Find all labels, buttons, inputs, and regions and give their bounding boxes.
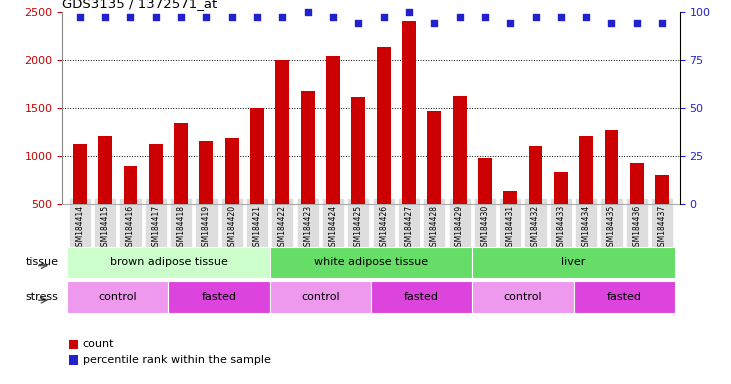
Point bbox=[276, 14, 288, 20]
Point bbox=[580, 14, 592, 20]
Point bbox=[504, 20, 516, 26]
Bar bbox=[73, 144, 87, 252]
Text: fasted: fasted bbox=[202, 292, 237, 302]
Text: fasted: fasted bbox=[404, 292, 439, 302]
Text: percentile rank within the sample: percentile rank within the sample bbox=[83, 355, 270, 365]
Bar bbox=[270, 247, 472, 278]
Point bbox=[555, 14, 567, 20]
Point bbox=[200, 14, 212, 20]
Point bbox=[327, 14, 339, 20]
Bar bbox=[529, 146, 542, 252]
Bar bbox=[503, 191, 517, 252]
Point bbox=[656, 20, 668, 26]
Bar bbox=[225, 138, 239, 252]
Point bbox=[99, 14, 111, 20]
Text: control: control bbox=[99, 292, 137, 302]
Point bbox=[352, 20, 364, 26]
Bar bbox=[352, 97, 366, 252]
Bar bbox=[250, 108, 264, 252]
Bar bbox=[67, 247, 270, 278]
Bar bbox=[478, 158, 492, 252]
Bar bbox=[428, 111, 442, 252]
Point bbox=[605, 20, 617, 26]
Bar bbox=[326, 56, 340, 252]
Text: GDS3135 / 1372571_at: GDS3135 / 1372571_at bbox=[62, 0, 217, 10]
Bar bbox=[124, 166, 137, 252]
Point bbox=[454, 14, 466, 20]
Point bbox=[125, 14, 137, 20]
Text: fasted: fasted bbox=[607, 292, 642, 302]
Point bbox=[631, 20, 643, 26]
Bar bbox=[270, 281, 371, 313]
Bar bbox=[200, 141, 213, 252]
Bar bbox=[371, 281, 472, 313]
Text: stress: stress bbox=[26, 292, 58, 302]
Point bbox=[175, 14, 187, 20]
Point bbox=[428, 20, 440, 26]
Bar bbox=[452, 96, 466, 252]
Bar bbox=[579, 136, 593, 252]
Bar bbox=[554, 172, 568, 252]
Point bbox=[479, 14, 491, 20]
Text: count: count bbox=[83, 339, 114, 349]
Point bbox=[378, 14, 390, 20]
Bar bbox=[402, 21, 416, 252]
Text: liver: liver bbox=[561, 257, 586, 268]
Point bbox=[403, 8, 414, 15]
Bar bbox=[174, 123, 188, 252]
Point bbox=[251, 14, 263, 20]
Bar bbox=[655, 175, 669, 252]
Text: tissue: tissue bbox=[26, 257, 58, 268]
Text: brown adipose tissue: brown adipose tissue bbox=[110, 257, 227, 268]
Bar bbox=[472, 281, 574, 313]
Bar bbox=[98, 136, 112, 252]
Bar bbox=[605, 130, 618, 252]
Point bbox=[226, 14, 238, 20]
Point bbox=[74, 14, 86, 20]
Point bbox=[302, 8, 314, 15]
Bar bbox=[149, 144, 163, 252]
Text: white adipose tissue: white adipose tissue bbox=[314, 257, 428, 268]
Text: control: control bbox=[504, 292, 542, 302]
Bar bbox=[630, 163, 644, 252]
Bar bbox=[574, 281, 675, 313]
Bar bbox=[67, 281, 168, 313]
Bar bbox=[376, 47, 390, 252]
Text: control: control bbox=[301, 292, 340, 302]
Bar bbox=[276, 60, 289, 252]
Bar bbox=[300, 91, 314, 252]
Point bbox=[150, 14, 162, 20]
Point bbox=[530, 14, 542, 20]
Bar bbox=[472, 247, 675, 278]
Bar bbox=[168, 281, 270, 313]
